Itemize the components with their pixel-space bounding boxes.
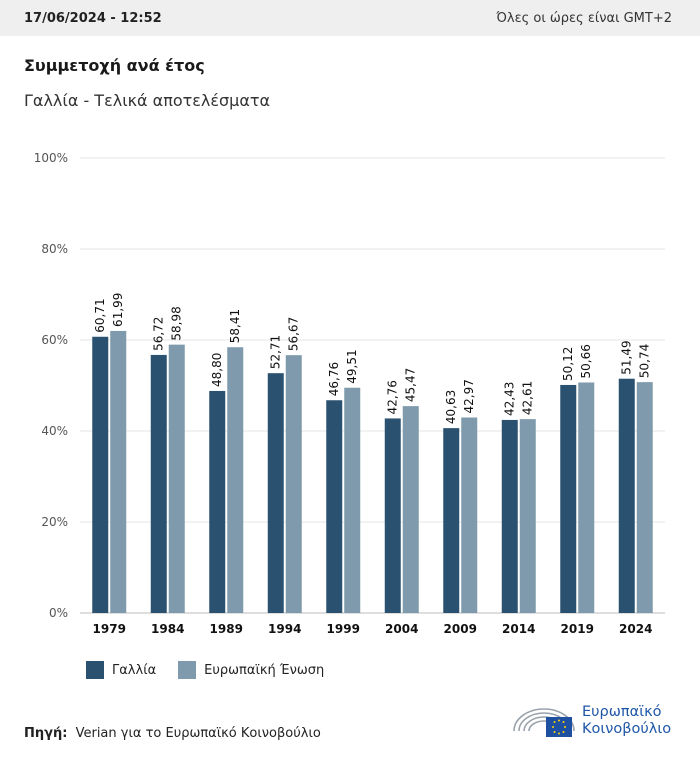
bar-value-label: 42,61 <box>521 381 535 415</box>
y-tick-label: 60% <box>41 333 68 347</box>
bar-france <box>443 428 460 613</box>
european-parliament-logo[interactable]: Ευρωπαϊκό Κοινοβούλιο <box>512 700 682 742</box>
source-label: Πηγή: <box>24 726 68 741</box>
bar-france <box>384 418 401 613</box>
bar-value-label: 50,66 <box>579 344 593 378</box>
bar-france <box>150 354 167 613</box>
y-tick-label: 40% <box>41 424 68 438</box>
bar-value-label: 50,12 <box>561 347 575 381</box>
x-tick-label: 1984 <box>151 622 184 636</box>
x-tick-label: 2019 <box>561 622 594 636</box>
bar-value-label: 40,63 <box>444 390 458 424</box>
chart-title: Συμμετοχή ανά έτος <box>24 56 205 75</box>
bar-france <box>618 378 635 613</box>
legend-swatch-france <box>86 661 104 679</box>
logo-line-1: Ευρωπαϊκό <box>582 704 662 720</box>
turnout-bar-chart: 0% 20% 40% 60% 80% 100% 60,71 61,99 1979 56,72 58,… <box>34 151 665 636</box>
bar-value-label: 42,76 <box>386 380 400 414</box>
x-tick-label: 2024 <box>619 622 652 636</box>
bar-value-label: 50,74 <box>638 344 652 378</box>
bar-value-label: 42,43 <box>503 382 517 416</box>
bar-france <box>92 336 109 613</box>
x-tick-label: 1999 <box>327 622 360 636</box>
bar-eu <box>578 382 595 613</box>
bar-value-label: 46,76 <box>327 362 341 396</box>
bar-value-label: 51,49 <box>620 340 634 374</box>
bar-value-label: 61,99 <box>111 293 125 327</box>
source-note: Πηγή: Verian για το Ευρωπαϊκό Κοινοβούλι… <box>24 726 321 741</box>
x-tick-label: 2009 <box>444 622 477 636</box>
x-tick-label: 1979 <box>93 622 126 636</box>
bar-eu <box>344 387 361 613</box>
bar-value-label: 60,71 <box>93 298 107 332</box>
bar-eu <box>227 347 244 613</box>
x-tick-label: 1989 <box>210 622 243 636</box>
x-tick-label: 2004 <box>385 622 418 636</box>
bar-eu <box>110 330 127 613</box>
legend-item-france: Γαλλία <box>86 661 156 679</box>
bar-eu <box>402 406 419 613</box>
european-parliament-hemicycle-icon <box>513 708 575 737</box>
logo-text: Ευρωπαϊκό Κοινοβούλιο <box>582 704 671 738</box>
bar-france <box>501 419 518 613</box>
chart-legend: Γαλλία Ευρωπαϊκή Ένωση <box>86 661 346 679</box>
bar-france <box>326 400 343 613</box>
bar-eu <box>285 355 302 613</box>
y-tick-label: 100% <box>34 151 68 165</box>
update-datetime: 17/06/2024 - 12:52 <box>24 10 162 26</box>
logo-line-2: Κοινοβούλιο <box>582 721 672 737</box>
bar-france <box>267 373 284 613</box>
bar-france <box>209 390 226 613</box>
legend-swatch-eu <box>178 661 197 679</box>
bar-value-label: 52,71 <box>269 335 283 369</box>
timezone-note: Όλες οι ώρες είναι GMT+2 <box>496 10 672 26</box>
x-tick-label: 1994 <box>268 622 301 636</box>
bar-eu <box>636 382 653 613</box>
y-tick-label: 20% <box>41 515 68 529</box>
y-tick-label: 0% <box>49 606 68 620</box>
x-tick-label: 2014 <box>502 622 535 636</box>
bar-eu <box>519 419 536 613</box>
bar-france <box>560 384 577 613</box>
legend-item-eu: Ευρωπαϊκή Ένωση <box>178 661 324 679</box>
source-text: Verian για το Ευρωπαϊκό Κοινοβούλιο <box>75 726 321 741</box>
chart-subtitle: Γαλλία - Τελικά αποτελέσματα <box>24 91 271 110</box>
bar-value-label: 42,97 <box>462 379 476 413</box>
bar-value-label: 48,80 <box>210 353 224 387</box>
bar-value-label: 56,72 <box>152 317 166 351</box>
top-bar: 17/06/2024 - 12:52 Όλες οι ώρες είναι GM… <box>0 0 700 36</box>
bar-value-label: 49,51 <box>345 349 359 383</box>
bar-value-label: 45,47 <box>404 368 418 402</box>
legend-label-france: Γαλλία <box>112 662 157 678</box>
bar-eu <box>168 344 185 613</box>
y-tick-label: 80% <box>41 242 68 256</box>
bar-value-label: 56,67 <box>287 317 301 351</box>
legend-label-eu: Ευρωπαϊκή Ένωση <box>204 662 325 678</box>
bar-value-label: 58,41 <box>228 309 242 343</box>
bar-eu <box>461 417 478 613</box>
bar-value-label: 58,98 <box>170 306 184 340</box>
